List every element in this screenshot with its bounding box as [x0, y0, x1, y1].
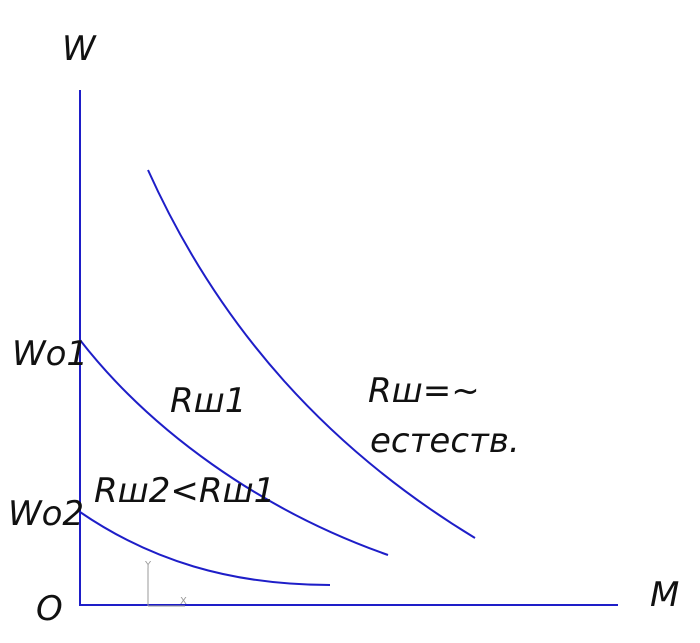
y-axis-label: W [62, 29, 97, 69]
curve-r2 [79, 511, 331, 586]
level-label: Wo2 [8, 494, 84, 534]
curve-label: Rш1 [170, 381, 246, 421]
level-label: Wo1 [12, 334, 88, 374]
ucs-y-label: Y [144, 560, 152, 571]
x-axis-label: M [650, 575, 679, 615]
ucs-x-label: X [180, 596, 187, 607]
origin-label: O [36, 589, 63, 629]
curve-r1 [79, 339, 389, 556]
curve-label: Rш=~ [368, 371, 480, 411]
curve-label: естеств. [370, 421, 520, 461]
ucs-icon: Y X [144, 560, 187, 607]
curve-label: Rш2<Rш1 [94, 471, 275, 511]
natural-curve [147, 169, 476, 539]
